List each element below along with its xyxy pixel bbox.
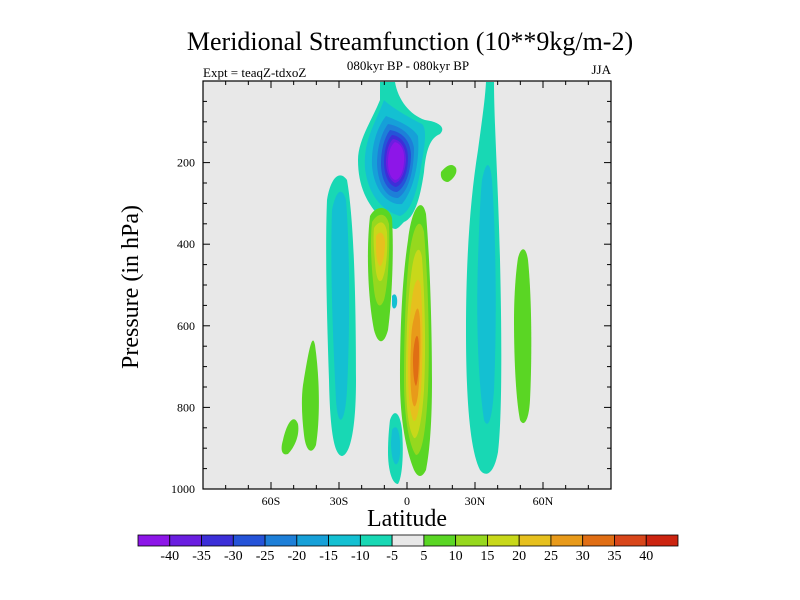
x-tick-label: 60S <box>262 494 281 508</box>
colorbar-label: -5 <box>386 549 398 564</box>
colorbar-swatch <box>201 534 234 547</box>
colorbar-swatch <box>518 534 552 547</box>
colorbar-swatch <box>645 534 679 547</box>
colorbar-label: -20 <box>287 549 306 564</box>
colorbar: -40 -35 -30 -25 -20 -15 -10 -5 5 10 15 20 25 30 35 40 <box>137 534 679 564</box>
y-tick-label: 200 <box>177 156 195 170</box>
sh-positive-lobe-small <box>281 419 299 455</box>
colorbar-swatch <box>359 534 393 547</box>
colorbar-label: -15 <box>319 549 338 564</box>
colorbar-swatch <box>264 534 298 547</box>
equatorial-negative-tongue-inner <box>391 427 401 465</box>
nh-tropical-negative-band-inner <box>477 165 496 424</box>
colorbar-label: 30 <box>576 549 590 564</box>
y-tick-label: 800 <box>177 400 195 414</box>
colorbar-label: 10 <box>449 549 463 564</box>
colorbar-swatch <box>487 534 520 547</box>
colorbar-label: -10 <box>351 549 370 564</box>
colorbar-label: -30 <box>224 549 243 564</box>
colorbar-swatch <box>455 534 488 547</box>
upper-trop-minimum-core <box>388 142 405 180</box>
colorbar-label: 40 <box>639 549 653 564</box>
sh-subtropical-positive-3 <box>376 232 385 266</box>
colorbar-swatch <box>328 534 361 547</box>
y-tick-label: 400 <box>177 237 195 251</box>
season-label: JJA <box>591 62 611 77</box>
colorbar-swatch <box>232 534 266 547</box>
colorbar-label: 20 <box>512 549 526 564</box>
x-tick-label: 30N <box>465 494 486 508</box>
x-tick-label: 0 <box>404 494 410 508</box>
sh-negative-band-inner <box>331 191 350 420</box>
sh-positive-band <box>301 340 319 451</box>
colorbar-label: 15 <box>480 549 494 564</box>
colorbar-swatch <box>391 534 425 547</box>
equatorial-small-negative <box>392 294 398 309</box>
colorbar-swatch <box>614 534 647 547</box>
experiment-label: Expt = teaqZ-tdxoZ <box>203 65 306 80</box>
y-axis-ticks: 200 400 600 800 1000 <box>171 100 611 496</box>
chart-title: Meridional Streamfunction (10**9kg/m-2) <box>187 27 633 56</box>
colorbar-swatch <box>137 534 171 547</box>
equatorial-positive-core <box>413 335 419 386</box>
x-axis-ticks: 60S 30S 0 30N 60N <box>225 81 589 508</box>
nh-upper-positive-patch <box>440 165 457 182</box>
colorbar-swatch <box>423 534 457 547</box>
colorbar-label: -35 <box>192 549 211 564</box>
y-tick-label: 600 <box>177 319 195 333</box>
x-axis-label: Latitude <box>367 506 447 532</box>
y-axis-label: Pressure (in hPa) <box>118 205 144 369</box>
colorbar-label: -40 <box>160 549 179 564</box>
colorbar-swatch <box>550 534 584 547</box>
colorbar-label: 5 <box>420 549 427 564</box>
colorbar-swatch <box>169 534 202 547</box>
y-tick-label: 1000 <box>171 482 195 496</box>
nh-midlat-positive-band <box>514 249 532 424</box>
colorbar-label: -25 <box>256 549 275 564</box>
period-label: 080kyr BP - 080kyr BP <box>347 58 469 73</box>
colorbar-swatch <box>582 534 615 547</box>
contour-fields <box>281 82 532 484</box>
x-tick-label: 60N <box>533 494 554 508</box>
colorbar-label: 25 <box>544 549 558 564</box>
colorbar-swatch <box>296 534 329 547</box>
colorbar-label: 35 <box>607 549 621 564</box>
x-tick-label: 30S <box>330 494 349 508</box>
